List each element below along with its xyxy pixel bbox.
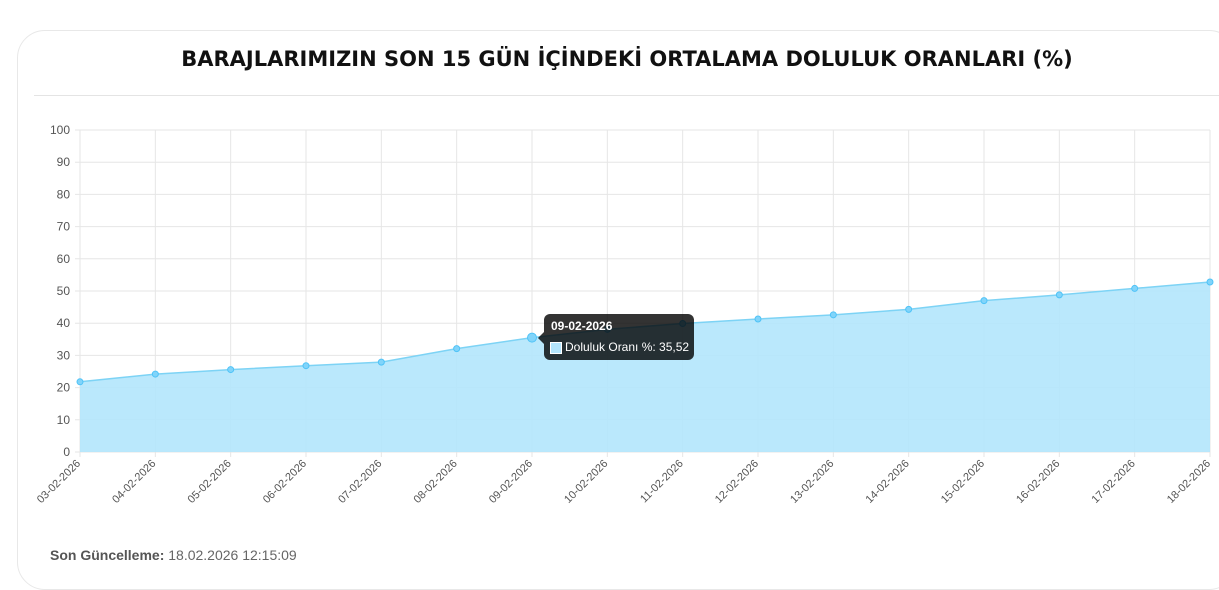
x-tick-label: 07-02-2026 bbox=[336, 458, 384, 506]
tooltip-arrow bbox=[538, 332, 544, 344]
y-tick-label: 60 bbox=[57, 252, 71, 266]
data-point[interactable] bbox=[227, 366, 235, 374]
tooltip-swatch bbox=[550, 342, 562, 354]
data-point[interactable] bbox=[829, 311, 837, 319]
data-point[interactable] bbox=[151, 370, 159, 378]
last-update-value: 18.02.2026 12:15:09 bbox=[168, 547, 297, 563]
x-tick-label: 09-02-2026 bbox=[487, 458, 535, 506]
tooltip-value: Doluluk Oranı %: 35,52 bbox=[565, 340, 690, 354]
y-tick-label: 40 bbox=[57, 316, 71, 330]
y-tick-label: 50 bbox=[57, 284, 71, 298]
data-point[interactable] bbox=[980, 297, 988, 305]
x-tick-label: 18-02-2026 bbox=[1165, 458, 1213, 506]
data-point[interactable] bbox=[754, 315, 762, 323]
last-update-label: Son Güncelleme: bbox=[50, 547, 165, 563]
y-tick-label: 90 bbox=[57, 155, 71, 169]
tooltip: 09-02-2026 Doluluk Oranı %: 35,52 bbox=[544, 314, 694, 360]
data-point[interactable] bbox=[302, 362, 310, 370]
x-tick-label: 10-02-2026 bbox=[562, 458, 610, 506]
y-tick-label: 100 bbox=[50, 123, 70, 137]
series-area bbox=[80, 281, 1210, 452]
data-point[interactable] bbox=[527, 332, 537, 343]
data-point[interactable] bbox=[1131, 284, 1139, 292]
data-point[interactable] bbox=[1206, 278, 1214, 286]
y-tick-label: 0 bbox=[63, 445, 70, 459]
x-tick-label: 13-02-2026 bbox=[788, 458, 836, 506]
chart-title: BARAJLARIMIZIN SON 15 GÜN İÇİNDEKİ ORTAL… bbox=[181, 47, 1073, 71]
x-tick-label: 04-02-2026 bbox=[110, 458, 158, 506]
data-point[interactable] bbox=[377, 358, 385, 366]
x-tick-label: 17-02-2026 bbox=[1090, 458, 1138, 506]
y-tick-label: 80 bbox=[57, 187, 71, 201]
x-tick-label: 15-02-2026 bbox=[939, 458, 987, 506]
title-divider bbox=[34, 95, 1219, 96]
x-tick-label: 14-02-2026 bbox=[864, 458, 912, 506]
y-tick-label: 30 bbox=[57, 348, 71, 362]
x-tick-label: 12-02-2026 bbox=[713, 458, 761, 506]
y-tick-label: 70 bbox=[57, 220, 71, 234]
x-tick-label: 08-02-2026 bbox=[412, 458, 460, 506]
x-tick-label: 06-02-2026 bbox=[261, 458, 309, 506]
data-point[interactable] bbox=[1055, 291, 1063, 299]
last-update: Son Güncelleme: 18.02.2026 12:15:09 bbox=[50, 547, 297, 563]
data-point[interactable] bbox=[76, 378, 84, 386]
area-chart[interactable]: 0 10 20 30 40 50 60 70 80 90 100 03-02-2026 04-02-20… bbox=[0, 0, 1219, 571]
x-tick-label: 11-02-2026 bbox=[638, 458, 686, 506]
data-point[interactable] bbox=[905, 305, 913, 313]
y-tick-label: 20 bbox=[57, 381, 71, 395]
x-tick-label: 16-02-2026 bbox=[1014, 458, 1062, 506]
x-tick-label: 05-02-2026 bbox=[186, 458, 234, 506]
data-point[interactable] bbox=[453, 345, 461, 353]
x-tick-label: 03-02-2026 bbox=[35, 458, 83, 506]
y-tick-label: 10 bbox=[57, 413, 71, 427]
tooltip-title: 09-02-2026 bbox=[551, 319, 613, 333]
